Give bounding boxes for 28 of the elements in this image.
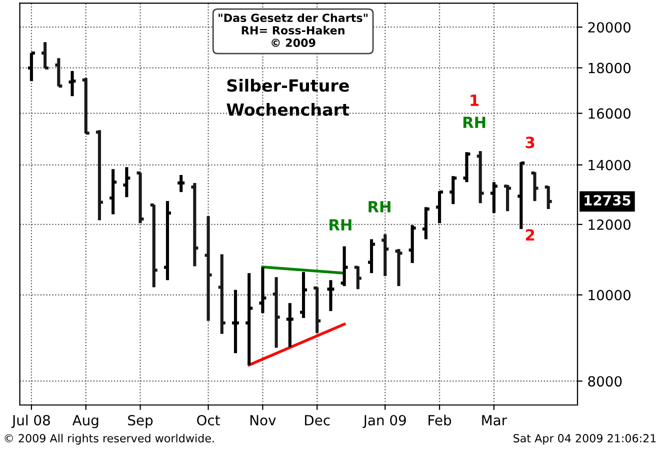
annotation: RH xyxy=(368,201,390,212)
text: 12735 xyxy=(584,195,630,206)
text: © 2009 All rights reserved worldwide. xyxy=(4,434,214,445)
x-tick-label: Feb xyxy=(428,414,452,426)
annotation: "Das Gesetz der Charts" RH= Ross-Haken © 2009 xyxy=(218,13,368,47)
y-tick-label: 12000 xyxy=(588,219,630,230)
x-tick-label: Nov xyxy=(250,415,276,426)
y-tick-label: 8000 xyxy=(588,376,622,387)
y-tick-label: 14000 xyxy=(588,160,630,170)
text: Sat Apr 04 2009 21:06:21 xyxy=(514,434,656,445)
y-tick-label: 20000 xyxy=(588,22,630,33)
text: Silber-Future xyxy=(227,78,349,92)
x-tick-label: Sep xyxy=(128,414,153,428)
x-tick-label: Dec xyxy=(305,415,330,426)
x-tick-label: Oct xyxy=(197,414,220,426)
text: Wochenchart xyxy=(226,103,350,116)
annotation: RH xyxy=(463,116,486,128)
y-tick-label: 18000 xyxy=(588,62,630,74)
annotation: 2 xyxy=(526,229,534,240)
y-tick-label: 16000 xyxy=(588,108,630,119)
x-tick-label: Mar xyxy=(482,415,508,426)
annotation: 3 xyxy=(526,136,534,148)
x-tick-label: Aug xyxy=(72,415,98,428)
x-tick-label: Jan 09 xyxy=(362,414,406,428)
y-tick-label: 10000 xyxy=(588,290,630,300)
annotation: 1 xyxy=(470,94,479,106)
annotation: RH xyxy=(330,219,352,230)
x-tick-label: Jul 08 xyxy=(11,414,50,428)
